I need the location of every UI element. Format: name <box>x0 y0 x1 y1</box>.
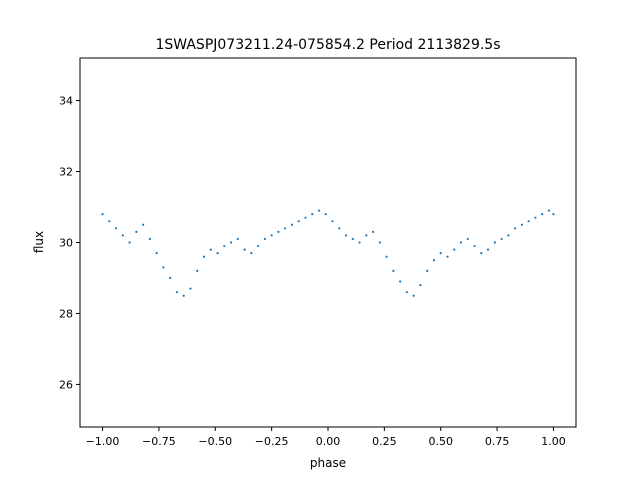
y-tick-label: 30 <box>59 237 73 250</box>
data-point <box>514 227 517 230</box>
x-tick-label: 0.00 <box>316 435 341 448</box>
data-point <box>284 227 287 230</box>
y-tick-label: 28 <box>59 307 73 320</box>
data-point <box>344 234 348 237</box>
y-tick-label: 26 <box>59 378 73 391</box>
data-point <box>290 223 294 226</box>
x-tick-label: 0.25 <box>372 435 397 448</box>
data-point <box>263 237 266 241</box>
data-point <box>128 241 131 244</box>
data-point <box>358 241 361 244</box>
y-axis-label: flux <box>32 231 46 253</box>
data-point <box>169 276 172 280</box>
data-point <box>236 237 239 241</box>
data-point <box>229 241 233 244</box>
data-point <box>304 216 307 219</box>
data-point <box>162 266 165 269</box>
data-point <box>507 234 510 237</box>
chart-title: 1SWASPJ073211.24-075854.2 Period 2113829… <box>155 37 500 53</box>
data-point <box>351 237 354 241</box>
data-point <box>493 241 496 244</box>
data-point <box>331 220 334 223</box>
data-point <box>324 213 327 216</box>
x-axis-ticks: −1.00 −0.75 −0.50 −0.25 0.00 0.25 0.50 0.75 1.00 <box>86 427 566 448</box>
data-point <box>196 269 199 272</box>
data-point <box>453 248 456 251</box>
data-point <box>466 237 469 241</box>
data-point <box>317 209 321 212</box>
data-point <box>527 220 530 223</box>
data-point <box>480 252 483 255</box>
data-point <box>405 291 409 294</box>
data-point <box>175 291 179 294</box>
data-point <box>419 283 422 287</box>
data-point <box>486 248 490 251</box>
data-point <box>216 252 219 255</box>
x-tick-label: −0.50 <box>198 435 232 448</box>
data-point <box>412 294 415 297</box>
data-point <box>277 230 280 233</box>
data-point <box>552 213 555 216</box>
data-point <box>365 234 368 237</box>
y-axis-ticks: 26 28 30 32 34 <box>59 95 80 391</box>
y-tick-label: 34 <box>59 95 73 108</box>
data-points <box>101 209 555 297</box>
y-tick-label: 32 <box>59 166 73 179</box>
data-point <box>399 280 402 283</box>
data-point <box>223 244 226 248</box>
data-point <box>250 252 253 255</box>
data-point <box>541 213 544 216</box>
data-point <box>121 234 124 237</box>
data-point <box>202 255 206 258</box>
data-point <box>500 237 503 241</box>
data-point <box>101 213 104 216</box>
data-point <box>459 241 463 244</box>
data-point <box>148 237 151 241</box>
data-point <box>257 244 260 248</box>
x-tick-label: 0.50 <box>428 435 453 448</box>
data-point <box>385 255 388 258</box>
x-tick-label: −1.00 <box>86 435 120 448</box>
data-point <box>311 213 314 216</box>
x-tick-label: −0.75 <box>142 435 176 448</box>
x-tick-label: 0.75 <box>485 435 510 448</box>
data-point <box>114 227 118 230</box>
data-point <box>534 216 537 219</box>
data-point <box>432 259 436 262</box>
data-point <box>426 269 429 272</box>
data-point <box>182 294 185 297</box>
data-point <box>378 241 381 244</box>
data-point <box>155 252 158 255</box>
data-point <box>547 209 551 212</box>
data-point <box>108 220 111 223</box>
data-point <box>270 234 273 237</box>
data-point <box>446 255 449 258</box>
data-point <box>439 252 442 255</box>
data-point <box>135 230 138 233</box>
data-point <box>520 223 523 226</box>
plot-area-frame <box>79 57 577 428</box>
data-point <box>209 248 212 251</box>
data-point <box>243 248 246 251</box>
x-tick-label: −0.25 <box>255 435 289 448</box>
data-point <box>142 223 145 226</box>
data-point <box>371 230 375 233</box>
data-point <box>189 287 192 290</box>
x-tick-label: 1.00 <box>541 435 566 448</box>
x-axis-label: phase <box>310 456 346 470</box>
data-point <box>338 227 341 230</box>
data-point <box>392 269 395 272</box>
data-point <box>473 244 476 248</box>
data-point <box>297 220 300 223</box>
